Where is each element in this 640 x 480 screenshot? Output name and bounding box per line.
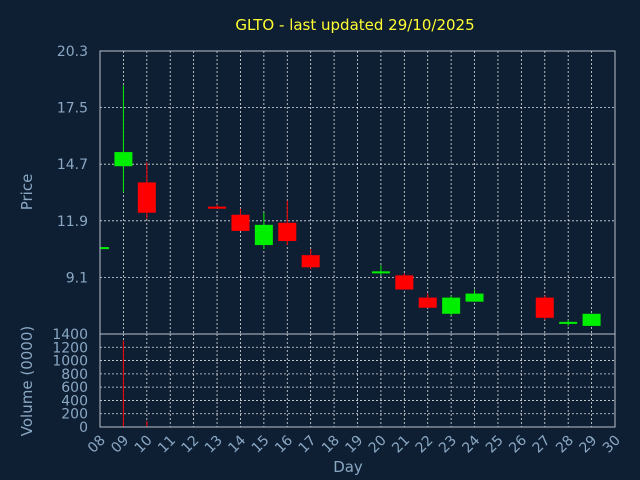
candle-body (278, 222, 297, 242)
volume-axis-label: Volume (0000) (18, 326, 36, 436)
x-tick-label: 21 (389, 433, 413, 457)
x-tick-label: 29 (576, 433, 600, 457)
price-y-tick-label: 9.1 (66, 270, 88, 286)
volume-frame (99, 333, 616, 428)
volume-y-tick-label: 1000 (52, 354, 88, 370)
price-grid (100, 51, 615, 334)
price-y-tick-label: 11.9 (57, 214, 88, 230)
candle-body (100, 247, 109, 250)
price-y-tick-label: 20.3 (57, 44, 88, 60)
candle-body (208, 206, 227, 209)
x-tick-label: 28 (553, 433, 577, 457)
candle-body (418, 297, 437, 308)
candle (395, 273, 414, 290)
x-tick-label: 22 (413, 433, 437, 457)
x-tick-label: 15 (249, 433, 273, 457)
candle (231, 208, 250, 231)
candle (278, 200, 297, 246)
x-tick-label: 10 (132, 433, 156, 457)
x-tick-label: 09 (108, 433, 132, 457)
candle-body (231, 214, 250, 231)
candle-body (582, 313, 601, 326)
candle-body (301, 255, 320, 268)
candle (535, 295, 554, 320)
volume-bars (122, 340, 148, 427)
x-tick-label: 17 (296, 433, 320, 457)
x-tick-label: 12 (179, 433, 203, 457)
volume-y-tick-label: 0 (79, 420, 88, 436)
x-tick-label: 08 (85, 433, 109, 457)
volume-y-tick-label: 200 (61, 407, 88, 423)
x-tick-label: 27 (530, 433, 554, 457)
x-axis-ticks: 08 09 10 11 12 13 14 15 16 17 18 19 20 21 22 23 24 25 26 27… (85, 432, 624, 456)
candle (418, 293, 437, 308)
candle-body (559, 321, 578, 324)
price-y-tick-label: 17.5 (57, 101, 88, 117)
candle-body (442, 297, 461, 314)
candle (99, 247, 109, 252)
candle-body (465, 293, 484, 302)
volume-grid (100, 334, 615, 427)
price-axis-label: Price (18, 174, 36, 211)
candle (371, 265, 390, 276)
price-panel: 20.3 17.5 14.7 11.9 9.1 Price (18, 44, 616, 335)
price-y-ticks: 20.3 17.5 14.7 11.9 9.1 (57, 44, 88, 286)
candle (137, 162, 156, 219)
x-tick-label: 24 (459, 432, 483, 456)
candle-body (371, 271, 390, 274)
candle (559, 319, 578, 326)
candle-body (137, 182, 156, 213)
x-tick-label: 26 (506, 432, 530, 456)
candle (114, 85, 133, 193)
volume-y-tick-label: 400 (61, 393, 88, 409)
x-tick-label: 19 (342, 433, 366, 457)
x-tick-label: 11 (155, 433, 179, 457)
x-tick-label: 14 (225, 432, 249, 456)
candle (254, 212, 273, 250)
candle-body (395, 275, 414, 290)
chart-title: GLTO - last updated 29/10/2025 (235, 16, 474, 34)
x-tick-label: 13 (202, 433, 226, 457)
volume-y-tick-label: 800 (61, 367, 88, 383)
x-tick-label: 25 (483, 433, 507, 457)
x-tick-label: 18 (319, 433, 343, 457)
x-tick-label: 16 (272, 432, 296, 456)
candle (465, 289, 484, 302)
candle-body (114, 152, 133, 167)
x-axis-label: Day (333, 458, 363, 476)
x-tick-label: 23 (436, 433, 460, 457)
price-candles (99, 85, 601, 326)
candle (208, 204, 227, 209)
volume-y-tick-label: 600 (61, 380, 88, 396)
candle (301, 249, 320, 270)
candle (442, 295, 461, 316)
x-tick-label: 30 (600, 433, 624, 457)
candle (582, 313, 601, 326)
volume-y-tick-label: 1400 (52, 327, 88, 343)
candle-body (254, 224, 273, 246)
x-tick-label: 20 (366, 433, 390, 457)
price-y-tick-label: 14.7 (57, 157, 88, 173)
volume-y-tick-label: 1200 (52, 340, 88, 356)
candle-body (535, 297, 554, 318)
